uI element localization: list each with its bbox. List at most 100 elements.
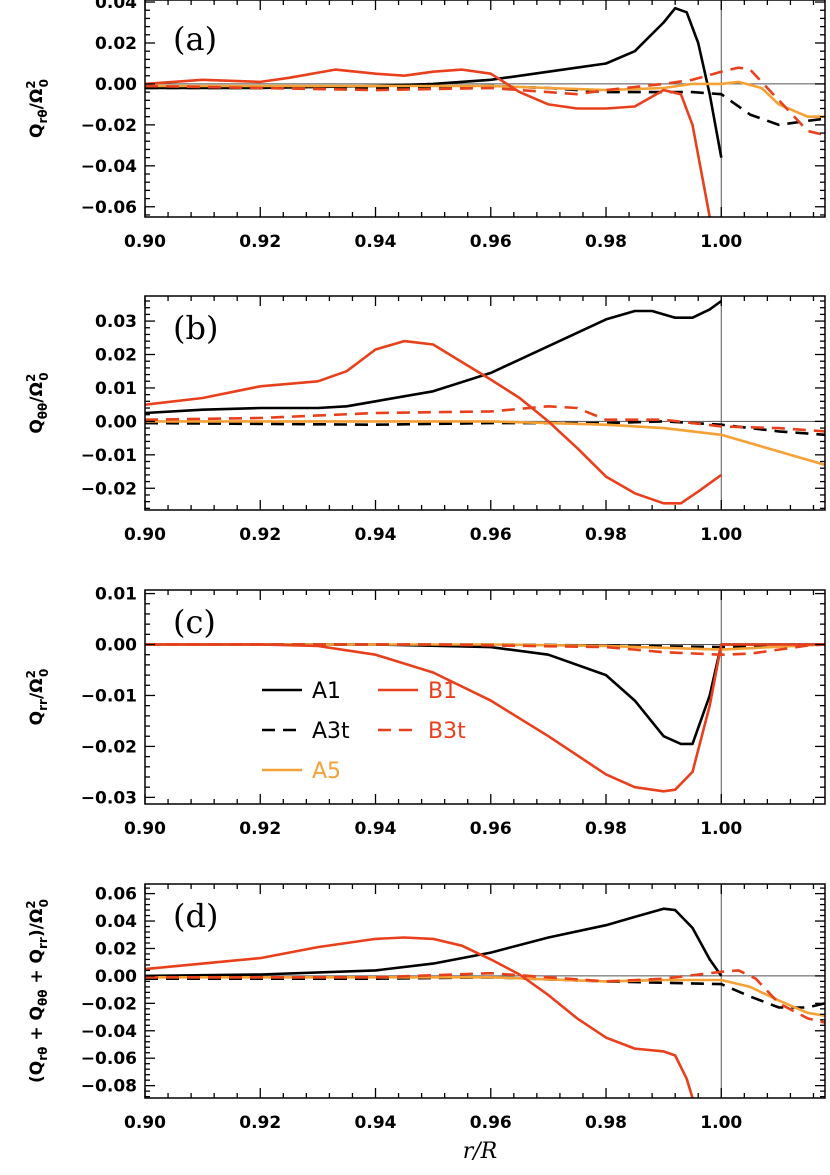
series-line-A1 xyxy=(145,643,825,746)
ylabel-text: Q xyxy=(27,124,47,138)
series-line-B1 xyxy=(145,68,711,217)
ylabel-sub: 0 xyxy=(37,79,51,87)
x-axis-title: r/R xyxy=(463,1139,498,1164)
ylabel-text: /Ω xyxy=(27,382,47,403)
panel-c: 0.90 0.92 0.94 0.96 0.98 1.00 0.01 0.00 −0.01 −0.… xyxy=(24,585,826,839)
legend-label-B1: B1 xyxy=(428,679,457,704)
x-tick-label: 0.92 xyxy=(239,525,281,545)
plot-frame xyxy=(144,295,826,511)
panel-d: 0.90 0.92 0.94 0.96 0.98 1.00 0.06 0.04 0.02 0.00… xyxy=(24,883,826,1164)
y-tick-label: 0.02 xyxy=(95,939,137,959)
y-tick-label: −0.08 xyxy=(81,1077,137,1097)
x-tick-label: 1.00 xyxy=(700,525,742,545)
y-tick-label: 0.00 xyxy=(95,412,137,432)
x-tick-label: 0.98 xyxy=(585,232,627,252)
panel-a: 0.90 0.92 0.94 0.96 0.98 1.00 0.04 0.02 0.00 −0.0… xyxy=(24,0,826,252)
y-tick-label: 0.04 xyxy=(95,912,137,932)
y-tick-label: 0.01 xyxy=(95,379,137,399)
series-line-A3t xyxy=(145,643,825,649)
ylabel-text: Q xyxy=(27,419,47,433)
series-group xyxy=(145,643,825,793)
series-line-A3t xyxy=(145,976,825,1009)
x-tick-label: 1.00 xyxy=(700,1113,742,1133)
y-tick-label: −0.02 xyxy=(81,994,137,1014)
series-line-B3t xyxy=(145,66,825,137)
ylabel-sub: 0 xyxy=(37,372,51,380)
x-tick-label: 0.98 xyxy=(585,1113,627,1133)
y-tick-label: 0.03 xyxy=(95,312,137,332)
series-line-A3t xyxy=(145,420,825,437)
series-line-B1 xyxy=(145,339,723,505)
legend-label-A3t: A3t xyxy=(312,719,350,744)
ylabel-text: /Ω xyxy=(27,678,47,699)
y-tick-label: 0.02 xyxy=(95,34,137,54)
x-tick-label: 0.90 xyxy=(124,1113,166,1133)
x-tick-label: 0.94 xyxy=(355,232,397,252)
series-line-B1 xyxy=(145,643,825,793)
y-tick-label: −0.03 xyxy=(81,788,137,808)
ylabel-sub: θθ xyxy=(36,403,50,420)
x-tick-label: 0.94 xyxy=(355,819,397,839)
y-tick-label: −0.02 xyxy=(81,116,137,136)
ylabel-sub: 0 xyxy=(37,669,51,677)
ylabel-text: + Q xyxy=(27,1006,47,1047)
y-tick-label: −0.04 xyxy=(81,1022,137,1042)
series-line-A5 xyxy=(145,80,825,118)
series-line-A3t xyxy=(145,84,825,127)
legend: A1 B1 A3t B3t A5 xyxy=(262,679,466,784)
series-line-A1 xyxy=(145,299,723,415)
plot-frame xyxy=(144,0,826,218)
series-line-B3t xyxy=(145,643,825,656)
series-line-B3t xyxy=(145,969,825,1024)
x-tick-label: 0.90 xyxy=(124,525,166,545)
series-line-B1 xyxy=(145,936,694,1098)
ylabel-sub: 0 xyxy=(37,899,51,907)
y-tick-label: 0.01 xyxy=(95,585,137,605)
ylabel-text: + Q xyxy=(27,949,47,990)
series-line-A1 xyxy=(145,6,723,158)
series-line-A5 xyxy=(145,643,825,651)
ylabel-text: )/Ω xyxy=(27,909,47,937)
ylabel-sup: 2 xyxy=(24,900,38,908)
y-tick-label: −0.02 xyxy=(81,479,137,499)
panel-label: (d) xyxy=(173,897,218,935)
x-tick-label: 0.92 xyxy=(239,1113,281,1133)
series-line-B3t xyxy=(145,405,825,433)
y-tick-label: −0.06 xyxy=(81,198,137,218)
ylabel-sup: 2 xyxy=(24,374,38,382)
y-tick-label: 0.00 xyxy=(95,636,137,656)
x-tick-label: 0.96 xyxy=(470,819,512,839)
y-tick-label: 0.00 xyxy=(95,967,137,987)
ylabel-sub: rθ xyxy=(36,1047,50,1061)
series-group xyxy=(145,6,825,217)
x-tick-label: 0.90 xyxy=(124,819,166,839)
y-tick-label: 0.06 xyxy=(95,885,137,905)
y-tick-label: 0.02 xyxy=(95,346,137,366)
y-axis-label: Qθθ/Ω20 xyxy=(24,372,51,433)
plot-frame xyxy=(144,589,826,805)
x-tick-label: 0.94 xyxy=(355,1113,397,1133)
y-tick-label: −0.01 xyxy=(81,686,137,706)
y-tick-label: 0.00 xyxy=(95,75,137,95)
series-line-A5 xyxy=(145,976,825,1017)
y-tick-label: −0.06 xyxy=(81,1049,137,1069)
legend-label-B3t: B3t xyxy=(428,719,466,744)
series-group xyxy=(145,299,825,505)
ylabel-sup: 2 xyxy=(24,670,38,678)
x-tick-label: 1.00 xyxy=(700,232,742,252)
panel-label: (a) xyxy=(173,20,217,58)
x-tick-label: 0.94 xyxy=(355,525,397,545)
ylabel-sub: θθ xyxy=(36,990,50,1007)
y-tick-label: −0.04 xyxy=(81,157,137,177)
x-tick-label: 0.90 xyxy=(124,232,166,252)
ylabel-text: (Q xyxy=(27,1061,47,1083)
x-tick-label: 1.00 xyxy=(700,819,742,839)
x-tick-label: 0.98 xyxy=(585,525,627,545)
panel-b: 0.90 0.92 0.94 0.96 0.98 1.00 0.03 0.02 0.01 0.00… xyxy=(24,295,826,545)
x-tick-label: 0.92 xyxy=(239,232,281,252)
y-axis-label: (Qrθ + Qθθ + Qrr)/Ω20 xyxy=(24,899,51,1083)
ylabel-sup: 2 xyxy=(24,80,38,88)
x-tick-label: 0.96 xyxy=(470,232,512,252)
y-tick-label: 0.04 xyxy=(95,0,137,13)
